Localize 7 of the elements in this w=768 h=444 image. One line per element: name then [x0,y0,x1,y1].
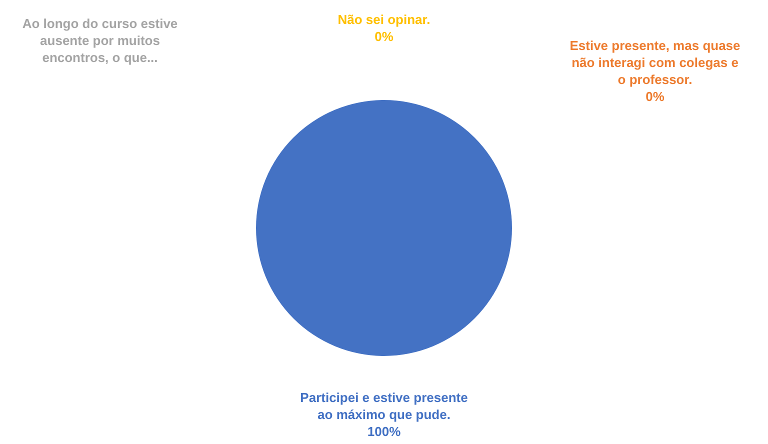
text: 0% [646,89,664,104]
text: 0% [374,29,394,44]
category-label: Estive presente, mas quase não interagi com colegas e o professor. [570,38,740,87]
slice-label: Participei e estive presente ao máximo que pude. [300,390,468,422]
category-label: Ao longo do curso estive ausente por muitos encontros, o que... [22,16,178,65]
data-label: 100% [367,424,402,439]
category-label: Não sei opinar. [338,12,430,27]
